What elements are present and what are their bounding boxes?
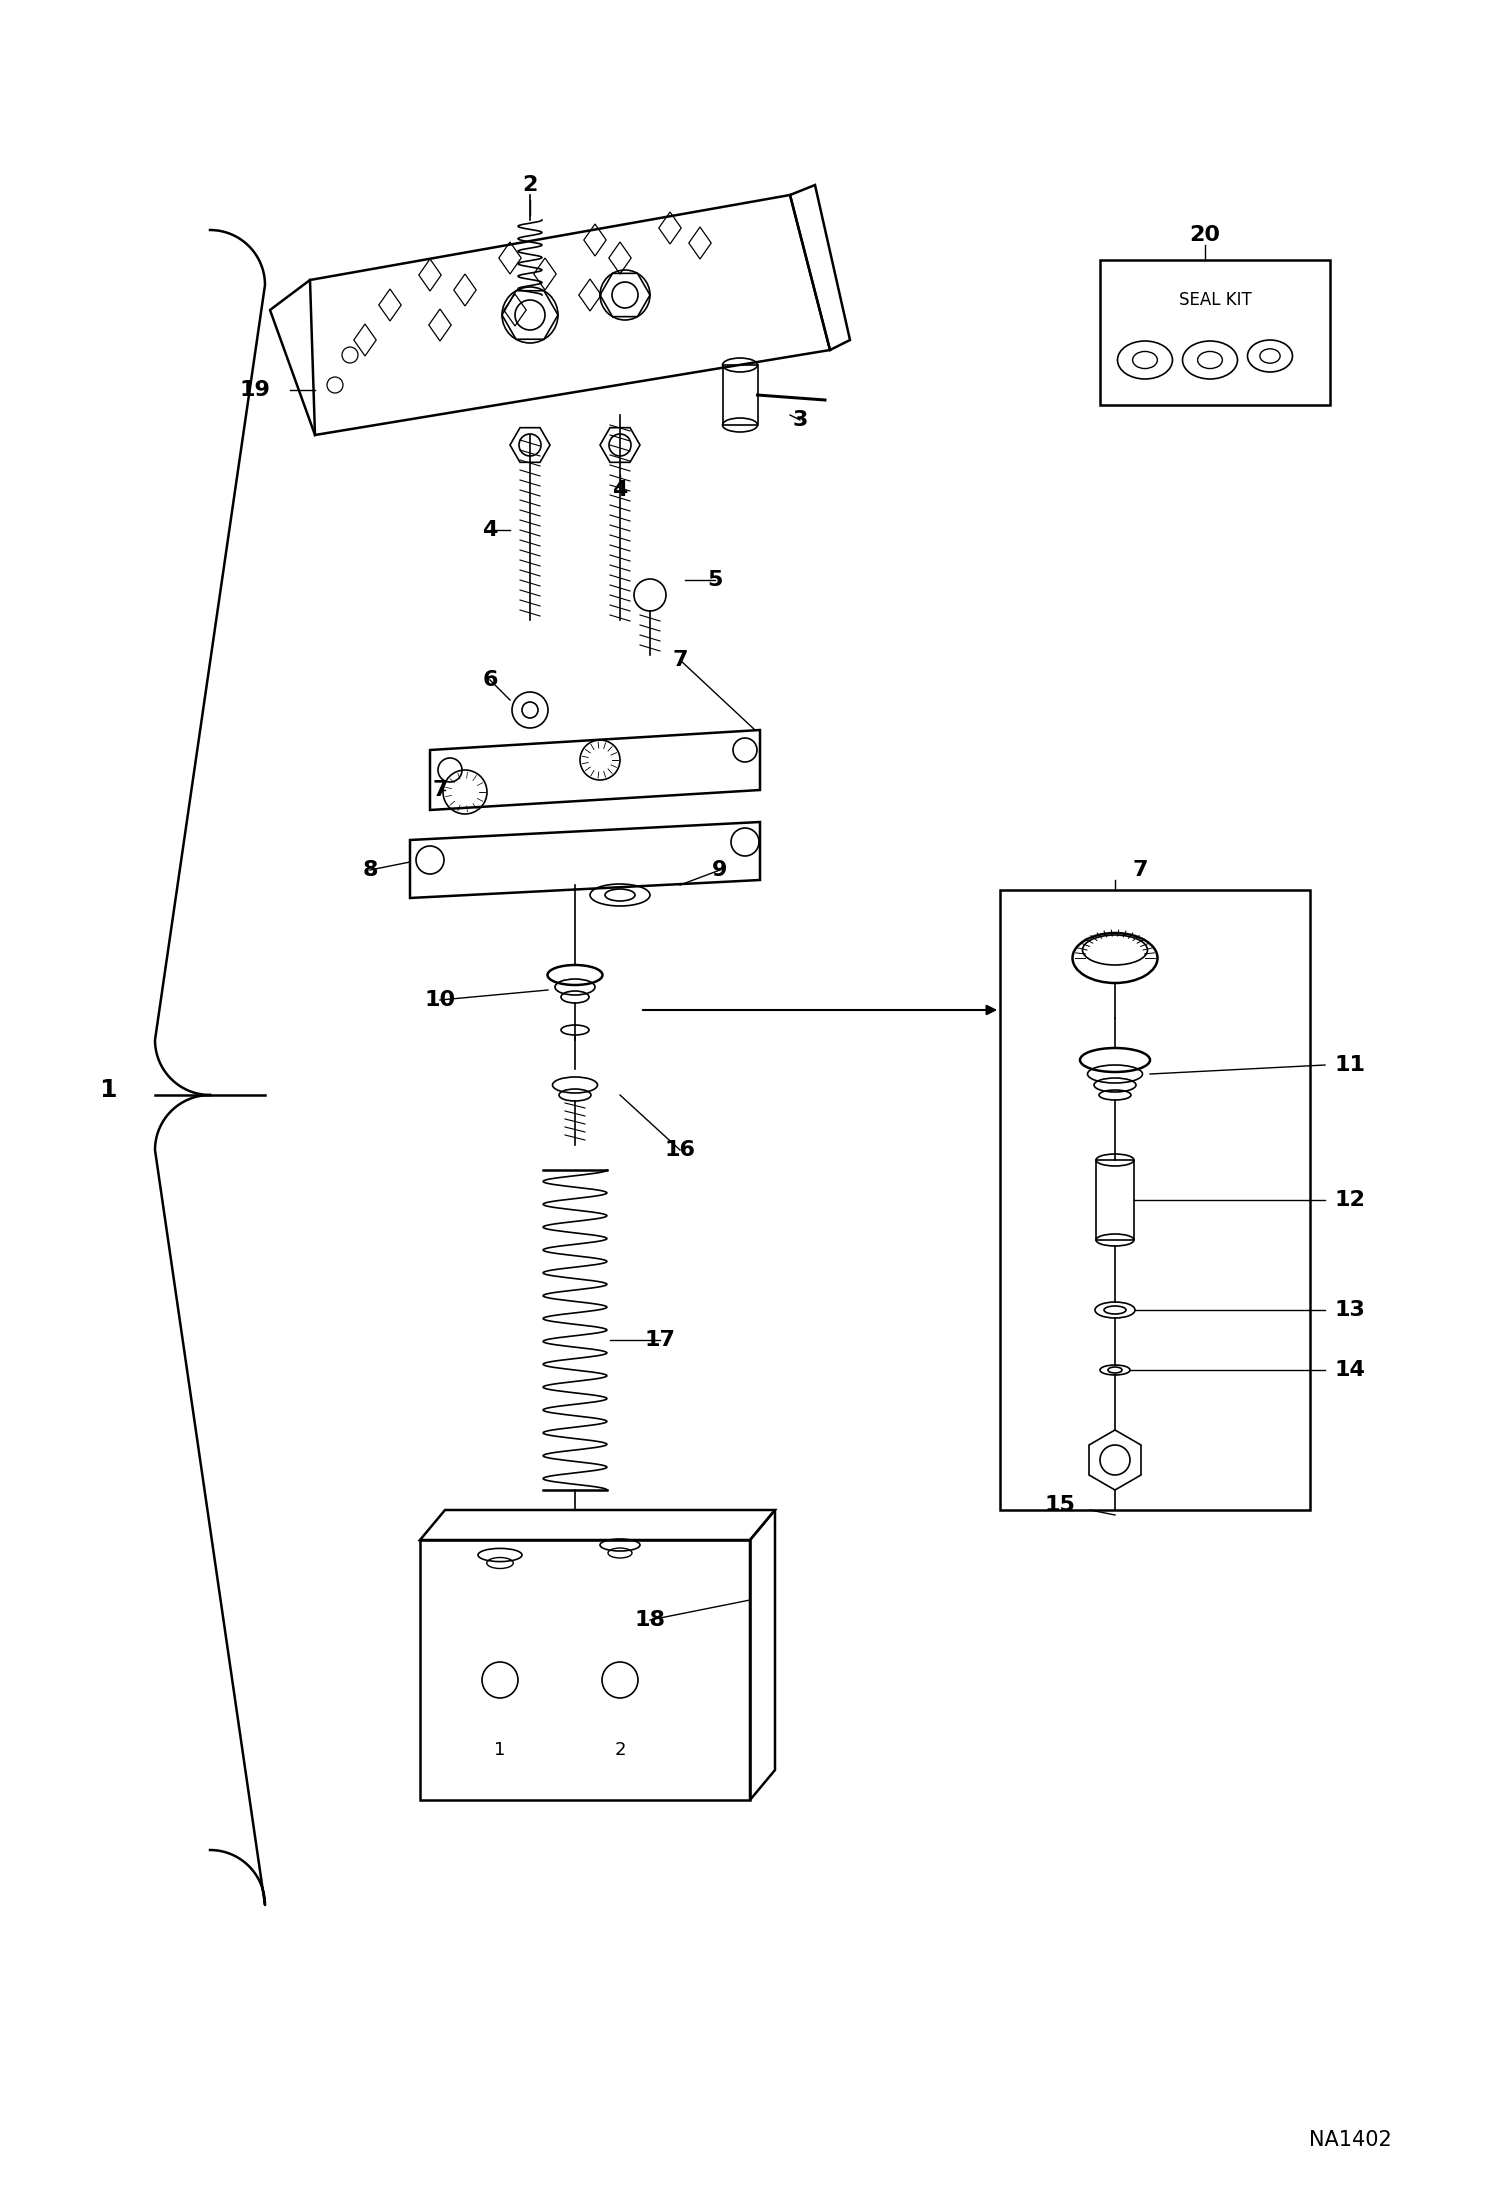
Text: 18: 18 (635, 1610, 665, 1629)
Text: NA1402: NA1402 (1309, 2129, 1392, 2149)
Text: 16: 16 (665, 1140, 695, 1160)
Text: 8: 8 (363, 860, 377, 879)
Text: 7: 7 (1132, 860, 1147, 879)
Text: 5: 5 (707, 570, 722, 590)
Text: 4: 4 (613, 480, 628, 500)
Text: 4: 4 (482, 520, 497, 539)
Text: 2: 2 (614, 1741, 626, 1759)
Text: 20: 20 (1189, 226, 1221, 246)
Text: 19: 19 (240, 379, 271, 399)
Bar (1100, 261, 1330, 406)
Text: 1: 1 (494, 1741, 506, 1759)
Text: 7: 7 (673, 649, 688, 671)
Text: 9: 9 (713, 860, 728, 879)
Text: 15: 15 (1044, 1496, 1076, 1515)
Text: 1: 1 (99, 1079, 117, 1103)
Text: 3: 3 (792, 410, 807, 430)
Text: 11: 11 (1335, 1055, 1366, 1075)
Text: 13: 13 (1335, 1300, 1366, 1320)
Text: 17: 17 (644, 1329, 676, 1351)
Text: SEAL KIT: SEAL KIT (1179, 292, 1251, 309)
Bar (419, 1539, 750, 1800)
Bar (1097, 1160, 1134, 1239)
Text: 7: 7 (433, 781, 448, 800)
Text: 12: 12 (1335, 1191, 1366, 1211)
Text: 14: 14 (1335, 1360, 1366, 1379)
Text: 6: 6 (482, 671, 497, 691)
Bar (722, 364, 758, 425)
Bar (1001, 890, 1309, 1511)
Text: 10: 10 (424, 989, 455, 1011)
Text: 2: 2 (523, 175, 538, 195)
